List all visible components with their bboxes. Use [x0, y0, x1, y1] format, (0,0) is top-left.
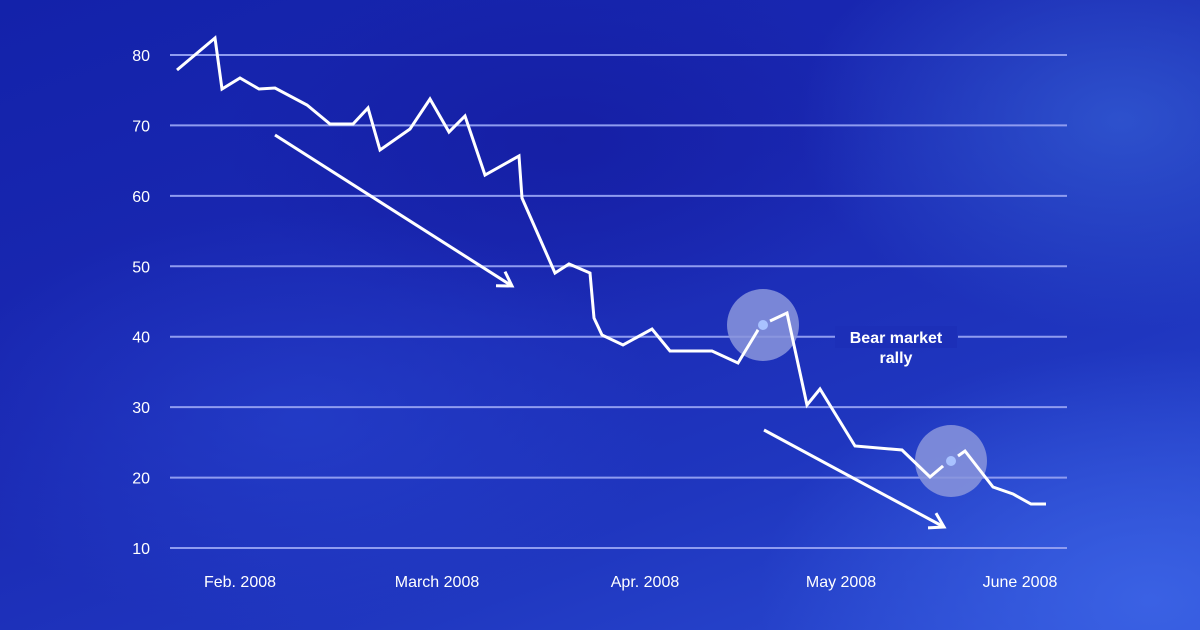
annotation-line-2: rally — [880, 350, 913, 367]
highlight-dot-1 — [758, 320, 768, 330]
series-line — [957, 448, 1046, 506]
arrow-shaft — [763, 428, 945, 529]
highlight-dot-2 — [946, 456, 956, 466]
x-tick-label: Feb. 2008 — [204, 574, 276, 591]
x-tick-label: Apr. 2008 — [611, 574, 680, 591]
x-tick-label: May 2008 — [806, 574, 876, 591]
annotation-mask — [835, 326, 957, 348]
arrow-head-icon — [927, 512, 947, 530]
y-tick-label: 80 — [132, 48, 150, 65]
y-tick-label: 50 — [132, 259, 150, 276]
gridlines — [170, 54, 1067, 549]
y-tick-label: 10 — [132, 541, 150, 558]
y-tick-label: 60 — [132, 189, 150, 206]
trend-arrows — [274, 133, 947, 530]
price-series — [176, 35, 1046, 506]
x-tick-label: March 2008 — [395, 574, 480, 591]
series-line — [176, 35, 760, 365]
y-axis-ticks: 80 70 60 50 40 30 20 10 — [132, 48, 150, 558]
arrow-head-icon — [495, 270, 515, 288]
arrow-shaft — [274, 133, 513, 288]
y-tick-label: 40 — [132, 330, 150, 347]
annotation-line-1: Bear market — [850, 330, 943, 347]
series-line — [769, 310, 945, 480]
x-axis-ticks: Feb. 2008 March 2008 Apr. 2008 May 2008 June… — [204, 574, 1058, 591]
y-tick-label: 30 — [132, 400, 150, 417]
y-tick-label: 20 — [132, 471, 150, 488]
x-tick-label: June 2008 — [983, 574, 1058, 591]
y-tick-label: 70 — [132, 118, 150, 135]
